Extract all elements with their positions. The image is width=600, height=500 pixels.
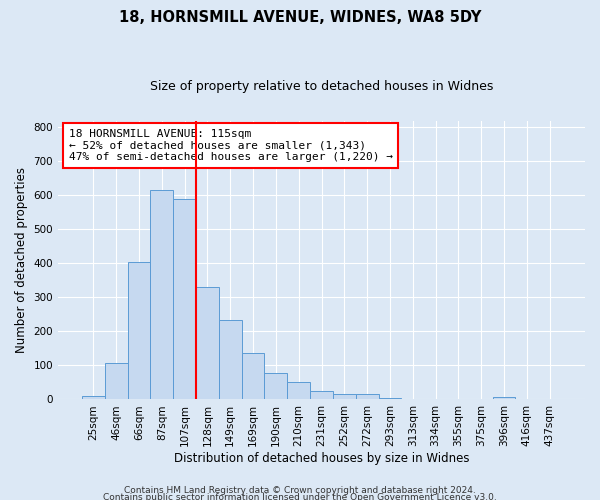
X-axis label: Distribution of detached houses by size in Widnes: Distribution of detached houses by size … (174, 452, 469, 465)
Bar (105, 363, 128, 400)
Text: 18 HORNSMILL AVENUE: 115sqm
← 52% of detached houses are smaller (1,343)
47% of : 18 HORNSMILL AVENUE: 115sqm ← 52% of det… (68, 129, 392, 162)
Bar (265, 374, 287, 400)
Title: Size of property relative to detached houses in Widnes: Size of property relative to detached ho… (150, 80, 493, 93)
Bar (493, 396, 515, 400)
Bar (287, 382, 310, 400)
Bar (82, 396, 105, 400)
Text: 18, HORNSMILL AVENUE, WIDNES, WA8 5DY: 18, HORNSMILL AVENUE, WIDNES, WA8 5DY (119, 10, 481, 25)
Bar (128, 262, 151, 400)
Bar (356, 394, 379, 400)
Bar (173, 199, 196, 400)
Bar (219, 320, 242, 400)
Text: Contains public sector information licensed under the Open Government Licence v3: Contains public sector information licen… (103, 494, 497, 500)
Y-axis label: Number of detached properties: Number of detached properties (15, 167, 28, 353)
Bar (333, 394, 356, 400)
Text: Contains HM Land Registry data © Crown copyright and database right 2024.: Contains HM Land Registry data © Crown c… (124, 486, 476, 495)
Bar (242, 353, 265, 400)
Bar (379, 398, 401, 400)
Bar (151, 190, 173, 400)
Bar (310, 390, 333, 400)
Bar (196, 287, 219, 400)
